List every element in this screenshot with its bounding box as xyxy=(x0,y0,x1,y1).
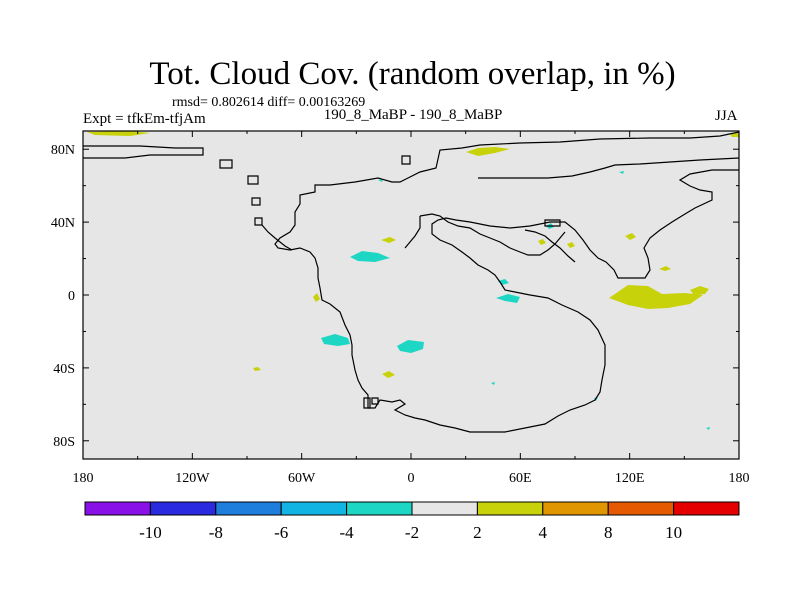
colorbar-label: -4 xyxy=(340,523,355,542)
colorbar-label: -2 xyxy=(405,523,419,542)
anomaly-blob xyxy=(321,334,350,346)
coastline-island xyxy=(219,159,233,169)
coastline-west xyxy=(261,224,293,251)
y-tick-label: 0 xyxy=(68,289,75,304)
coastline-island xyxy=(371,397,379,405)
colorbar-swatch xyxy=(346,501,413,516)
coastline-northern xyxy=(274,131,739,433)
anomaly-blob xyxy=(87,131,150,136)
axes: 180 120W 60W 0 60E 120E 180 80N 40N 0 40S 80S xyxy=(51,131,750,486)
stats-text: rmsd= 0.802614 diff= 0.00163269 xyxy=(172,95,366,110)
anomaly-blob xyxy=(730,132,739,137)
x-tick-label: 60W xyxy=(288,471,316,486)
coastline-inner xyxy=(404,216,421,249)
anomaly-blob xyxy=(690,286,709,295)
y-tick-label: 80S xyxy=(53,435,75,450)
colorbar-swatch xyxy=(280,501,348,516)
colorbar-swatch xyxy=(476,501,544,516)
x-tick-label: 120W xyxy=(175,471,210,486)
y-tick-label: 40S xyxy=(53,362,75,377)
coastline-inner xyxy=(524,229,576,263)
colorbar-swatch xyxy=(607,501,675,516)
anomaly-blob xyxy=(538,239,546,245)
map-title: Tot. Cloud Cov. (random overlap, in %) xyxy=(149,56,676,92)
anomaly-blob xyxy=(609,285,703,309)
coastline-northern xyxy=(83,145,204,159)
colorbar-swatch xyxy=(542,501,609,516)
x-tick-label: 0 xyxy=(408,471,415,486)
colorbar: -10 -8 -6 -4 -2 2 4 8 10 xyxy=(84,501,740,542)
colorbar-label: -10 xyxy=(139,523,162,542)
coastline-island xyxy=(544,219,561,227)
coastlines xyxy=(83,131,739,433)
coastline-island xyxy=(247,175,259,185)
coastline-inner xyxy=(419,213,566,256)
colorbar-swatch xyxy=(215,501,282,516)
colorbar-swatch xyxy=(673,501,740,516)
anomaly-blob xyxy=(350,251,390,262)
colorbar-label: 4 xyxy=(539,523,548,542)
x-tick-label: 120E xyxy=(615,471,645,486)
anomaly-blob xyxy=(397,340,424,353)
colorbar-swatch xyxy=(84,501,151,516)
anomaly-blob xyxy=(378,179,383,182)
anomaly-blob xyxy=(625,233,636,240)
colorbar-label: 2 xyxy=(473,523,482,542)
colorbar-label: -8 xyxy=(209,523,223,542)
colorbar-label: -6 xyxy=(274,523,288,542)
anomaly-blob xyxy=(706,427,710,430)
anomaly-blob xyxy=(567,242,575,248)
anomaly-blob xyxy=(659,266,671,271)
anomaly-field xyxy=(87,131,739,430)
y-tick-label: 40N xyxy=(51,216,75,231)
anomaly-blob xyxy=(381,237,396,243)
x-tick-label: 60E xyxy=(509,471,532,486)
colorbar-label: 10 xyxy=(665,523,682,542)
anomaly-blob xyxy=(619,171,624,174)
colorbar-swatch xyxy=(149,501,217,516)
colorbar-label: 8 xyxy=(604,523,613,542)
season-label: JJA xyxy=(715,108,738,124)
y-tick-label: 80N xyxy=(51,143,75,158)
coastline-island xyxy=(401,155,411,165)
coastline-island xyxy=(363,397,371,409)
anomaly-blob xyxy=(466,147,510,156)
coastline-island xyxy=(251,197,261,206)
colorbar-swatch xyxy=(411,501,478,516)
anomaly-blob xyxy=(253,367,261,371)
center-label: 190_8_MaBP - 190_8_MaBP xyxy=(323,107,503,123)
anomaly-blob xyxy=(496,294,520,303)
anomaly-blob xyxy=(313,293,320,302)
coastline-northern xyxy=(478,157,739,179)
x-tick-label: 180 xyxy=(729,471,750,486)
x-tick-label: 180 xyxy=(73,471,94,486)
anomaly-blob xyxy=(382,371,395,378)
experiment-label: Expt = tfkEm-tfjAm xyxy=(83,111,206,127)
anomaly-blob xyxy=(491,382,495,385)
